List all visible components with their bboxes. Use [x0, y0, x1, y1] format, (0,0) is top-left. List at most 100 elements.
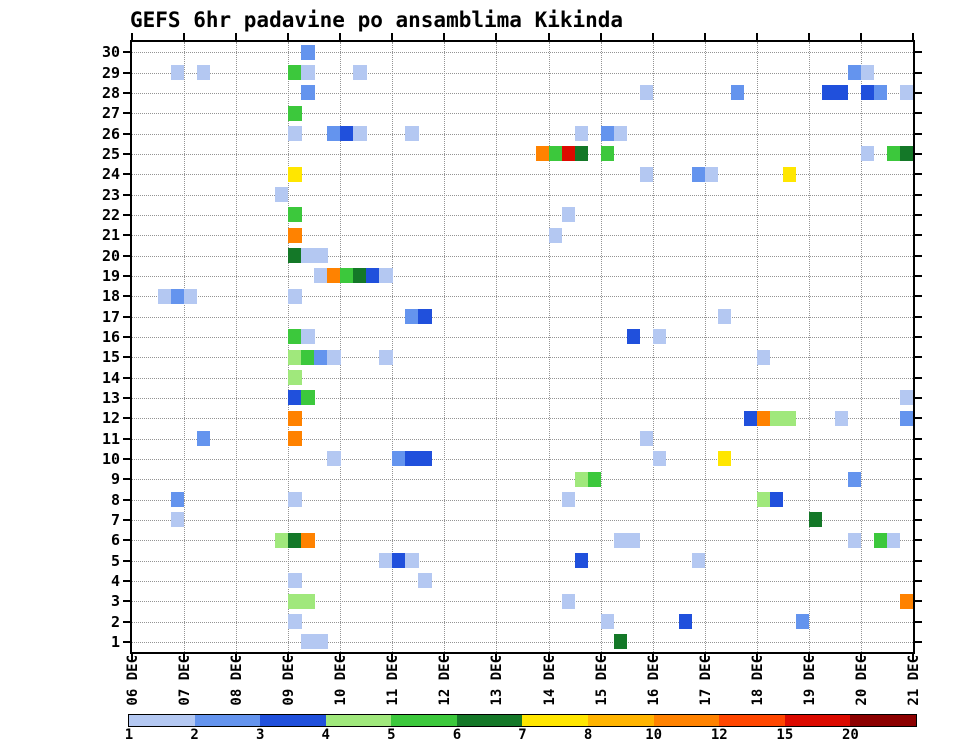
heatmap-cell — [691, 166, 706, 182]
y-axis-label: 30 — [101, 43, 120, 62]
grid-hline — [132, 255, 913, 257]
y-axis-label: 18 — [101, 287, 120, 306]
y-tick-right — [915, 112, 922, 115]
legend-segment — [325, 715, 392, 726]
y-tick-left — [123, 51, 130, 54]
heatmap-cell — [899, 410, 914, 426]
grid-vline — [548, 42, 550, 652]
x-axis-label: 12 DEC — [437, 655, 454, 706]
grid-hline — [132, 214, 913, 216]
y-axis-label: 19 — [101, 266, 120, 285]
heatmap-cell — [574, 553, 588, 568]
x-tick-bottom — [183, 654, 186, 661]
y-axis-label: 12 — [101, 409, 120, 428]
grid-hline — [132, 641, 913, 643]
heatmap-cell — [600, 614, 614, 629]
x-axis-label: 15 DEC — [593, 655, 610, 706]
heatmap-cell — [405, 309, 419, 324]
plot-area — [123, 33, 922, 661]
y-tick-right — [915, 51, 922, 54]
heatmap-cell — [873, 85, 888, 101]
y-axis-label: 11 — [101, 429, 120, 448]
y-axis-label: 2 — [110, 612, 120, 631]
grid-vline — [600, 42, 602, 652]
legend-segment — [194, 715, 261, 726]
y-tick-right — [915, 579, 922, 582]
y-tick-left — [123, 132, 130, 135]
legend-segment — [653, 715, 720, 726]
y-tick-left — [123, 71, 130, 74]
y-axis-label: 1 — [110, 632, 120, 651]
x-tick-bottom — [235, 654, 238, 661]
grid-hline — [132, 235, 913, 237]
x-axis-label: 13 DEC — [489, 655, 506, 706]
heatmap-cell — [756, 410, 771, 426]
legend-colorbar — [128, 714, 917, 727]
grid-vline — [652, 42, 654, 652]
x-axis-label: 16 DEC — [645, 655, 662, 706]
x-axis-label: 10 DEC — [333, 655, 350, 706]
heatmap-cell — [288, 614, 302, 629]
x-tick-top — [599, 33, 602, 40]
legend-tick-label: 20 — [841, 727, 859, 743]
y-tick-right — [915, 417, 922, 420]
y-tick-left — [123, 539, 130, 542]
grid-hline — [132, 580, 913, 582]
heatmap-cell — [899, 85, 914, 101]
x-tick-top — [755, 33, 758, 40]
legend-segment — [522, 715, 589, 726]
x-tick-bottom — [547, 654, 550, 661]
heatmap-cell — [405, 553, 419, 568]
heatmap-cell — [782, 166, 797, 182]
y-tick-left — [123, 559, 130, 562]
heatmap-cell — [288, 492, 302, 507]
heatmap-cell — [392, 451, 406, 467]
y-axis-label: 16 — [101, 327, 120, 346]
heatmap-cell — [652, 329, 666, 345]
grid-hline — [132, 519, 913, 521]
heatmap-cell — [197, 65, 211, 80]
y-axis-label: 6 — [110, 531, 120, 550]
heatmap-cell — [288, 105, 302, 121]
heatmap-cell — [847, 65, 862, 80]
heatmap-cell — [626, 532, 640, 548]
heatmap-cell — [301, 390, 315, 406]
heatmap-cell — [314, 634, 328, 650]
heatmap-cell — [769, 492, 784, 507]
y-tick-right — [915, 437, 922, 440]
y-tick-left — [123, 640, 130, 643]
grid-hline — [132, 560, 913, 562]
y-tick-left — [123, 478, 130, 481]
y-tick-left — [123, 396, 130, 399]
x-tick-top — [287, 33, 290, 40]
heatmap-cell — [743, 410, 758, 426]
heatmap-cell — [769, 410, 784, 426]
x-tick-top — [807, 33, 810, 40]
x-tick-bottom — [287, 654, 290, 661]
heatmap-cell — [561, 593, 575, 609]
legend-segment — [391, 715, 457, 726]
y-tick-left — [123, 152, 130, 155]
heatmap-cell — [548, 227, 562, 243]
legend-segment — [588, 715, 654, 726]
heatmap-cell — [613, 634, 627, 650]
y-tick-right — [915, 640, 922, 643]
grid-vline — [704, 42, 706, 652]
heatmap-cell — [535, 146, 549, 162]
grid-vline — [236, 42, 238, 652]
y-tick-right — [915, 600, 922, 603]
heatmap-cell — [886, 532, 901, 548]
heatmap-cell — [314, 248, 328, 263]
heatmap-cell — [756, 492, 771, 507]
heatmap-cell — [613, 532, 627, 548]
heatmap-cell — [288, 573, 302, 589]
heatmap-cell — [327, 268, 341, 284]
x-tick-bottom — [651, 654, 654, 661]
y-axis-label: 26 — [101, 124, 120, 143]
legend-segment — [129, 715, 195, 726]
grid-hline — [132, 621, 913, 623]
grid-vline — [184, 42, 186, 652]
heatmap-cell — [561, 207, 575, 223]
grid-hline — [132, 153, 913, 155]
y-axis-label: 5 — [110, 551, 120, 570]
